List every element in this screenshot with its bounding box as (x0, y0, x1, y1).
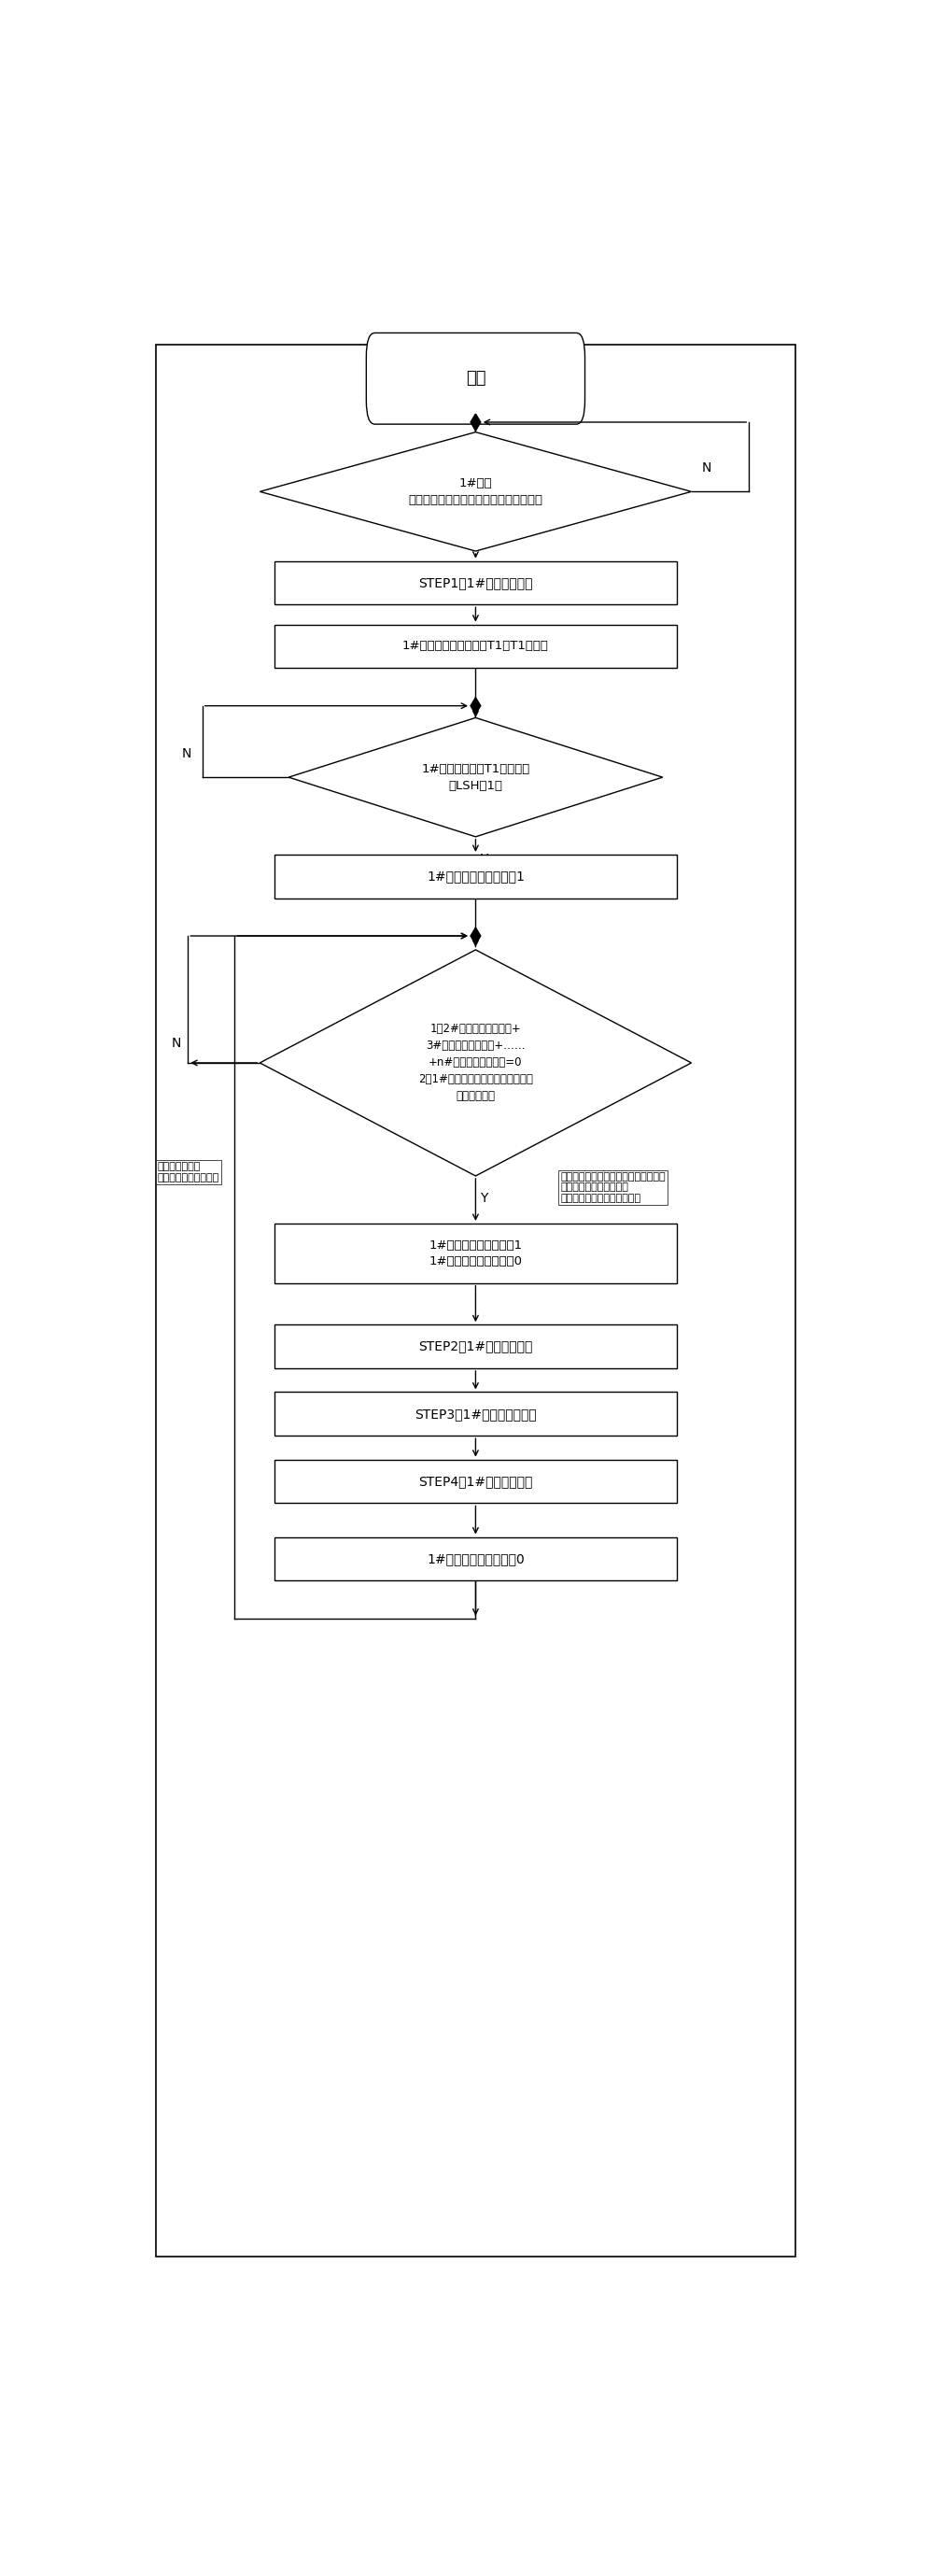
Text: 1）2#滤池反洗状态信号+
3#滤池反洗状态信号+……
+n#滤池反洗状态信号=0
2）1#滤池反洗请求信号最先到来？
两条均满足？: 1）2#滤池反洗状态信号+ 3#滤池反洗状态信号+…… +n#滤池反洗状态信号=… (419, 1023, 533, 1103)
Text: 开始: 开始 (466, 371, 485, 386)
Text: 1#滤池过滤计时T1时间到？
或LSH＝1？: 1#滤池过滤计时T1时间到？ 或LSH＝1？ (421, 762, 530, 791)
Bar (275, 855, 677, 899)
Text: N: N (702, 461, 712, 474)
Text: Y: Y (481, 567, 488, 580)
Polygon shape (260, 433, 691, 551)
Polygon shape (476, 415, 481, 430)
Text: 1#滤池反洗状态信号＝1
1#滤池反洗请求信号＝0: 1#滤池反洗状态信号＝1 1#滤池反洗请求信号＝0 (429, 1239, 522, 1267)
Bar (275, 1224, 677, 1283)
Text: STEP1：1#滤池过滤程序: STEP1：1#滤池过滤程序 (419, 577, 533, 590)
Polygon shape (289, 719, 663, 837)
Polygon shape (470, 927, 476, 945)
Text: 1#滤池反洗状态信号＝0: 1#滤池反洗状态信号＝0 (427, 1553, 524, 1566)
Text: STEP4：1#滤池水洗程序: STEP4：1#滤池水洗程序 (419, 1476, 533, 1489)
Text: 1#滤池
程控按钮按下，并且程控启动按钮按下？: 1#滤池 程控按钮按下，并且程控启动按钮按下？ (408, 477, 543, 505)
Bar (275, 1461, 677, 1504)
Polygon shape (470, 415, 476, 430)
Bar (156, 345, 795, 2257)
Bar (275, 1538, 677, 1582)
Bar (275, 562, 677, 605)
Text: STEP2：1#滤池气洗程序: STEP2：1#滤池气洗程序 (419, 1340, 533, 1352)
Polygon shape (470, 698, 476, 714)
Text: 1#滤池反洗请求信号＝1: 1#滤池反洗请求信号＝1 (427, 871, 524, 884)
Text: N: N (182, 747, 191, 760)
Text: N: N (171, 1036, 181, 1048)
Text: 【注：如果两座（以上）滤池请求反洗
信号同时到来，则先响应
序号靠前的滤池反洗请求。】: 【注：如果两座（以上）滤池请求反洗 信号同时到来，则先响应 序号靠前的滤池反洗请… (561, 1172, 665, 1203)
Text: Y: Y (481, 1193, 488, 1206)
Bar (275, 1324, 677, 1368)
Polygon shape (476, 698, 481, 714)
FancyBboxPatch shape (367, 332, 585, 425)
Bar (275, 1391, 677, 1435)
Polygon shape (476, 927, 481, 945)
Text: STEP3：1#滤池气水洗程序: STEP3：1#滤池气水洗程序 (415, 1406, 536, 1419)
Bar (275, 623, 677, 667)
Text: 【注：同一时刻
只允许一座滤池反洗】: 【注：同一时刻 只允许一座滤池反洗】 (158, 1162, 220, 1182)
Polygon shape (260, 951, 691, 1175)
Text: Y: Y (481, 853, 488, 866)
Text: 1#滤池过滤开始计时，T1＝T1小时。: 1#滤池过滤开始计时，T1＝T1小时。 (403, 641, 548, 652)
